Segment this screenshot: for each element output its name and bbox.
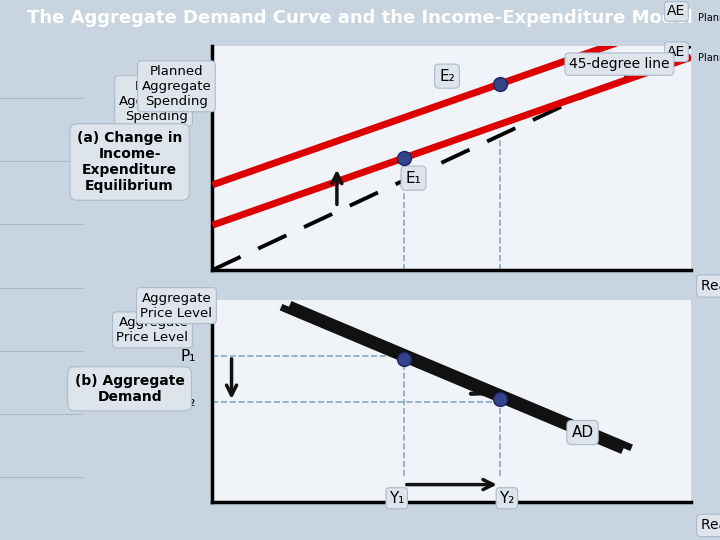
Text: Planned
Aggregate
Spending: Planned Aggregate Spending	[119, 79, 189, 123]
Text: P₁: P₁	[180, 348, 196, 363]
Text: Y₁: Y₁	[389, 491, 405, 506]
Text: (a) Change in
Income-
Expenditure
Equilibrium: (a) Change in Income- Expenditure Equili…	[77, 131, 182, 193]
Text: Planned2: Planned2	[698, 13, 720, 23]
Text: Y₂: Y₂	[499, 491, 515, 506]
Text: The Aggregate Demand Curve and the Income-Expenditure Model: The Aggregate Demand Curve and the Incom…	[27, 9, 693, 26]
Text: Aggregate
Price Level: Aggregate Price Level	[140, 292, 212, 320]
Text: AD: AD	[572, 425, 593, 440]
Text: E₂: E₂	[439, 69, 455, 84]
Text: AE: AE	[667, 45, 685, 59]
Text: Aggregate
Price Level: Aggregate Price Level	[117, 316, 189, 344]
Text: (b) Aggregate
Demand: (b) Aggregate Demand	[75, 374, 184, 404]
Text: AE: AE	[667, 4, 685, 18]
Text: Real GDP: Real GDP	[701, 279, 720, 293]
Text: Real GDP: Real GDP	[701, 518, 720, 532]
Text: 45-degree line: 45-degree line	[569, 57, 670, 71]
Text: Planned1: Planned1	[698, 53, 720, 63]
Text: E₁: E₁	[405, 171, 421, 186]
Text: Planned
Aggregate
Spending: Planned Aggregate Spending	[142, 65, 211, 108]
Text: P₂: P₂	[180, 394, 196, 409]
